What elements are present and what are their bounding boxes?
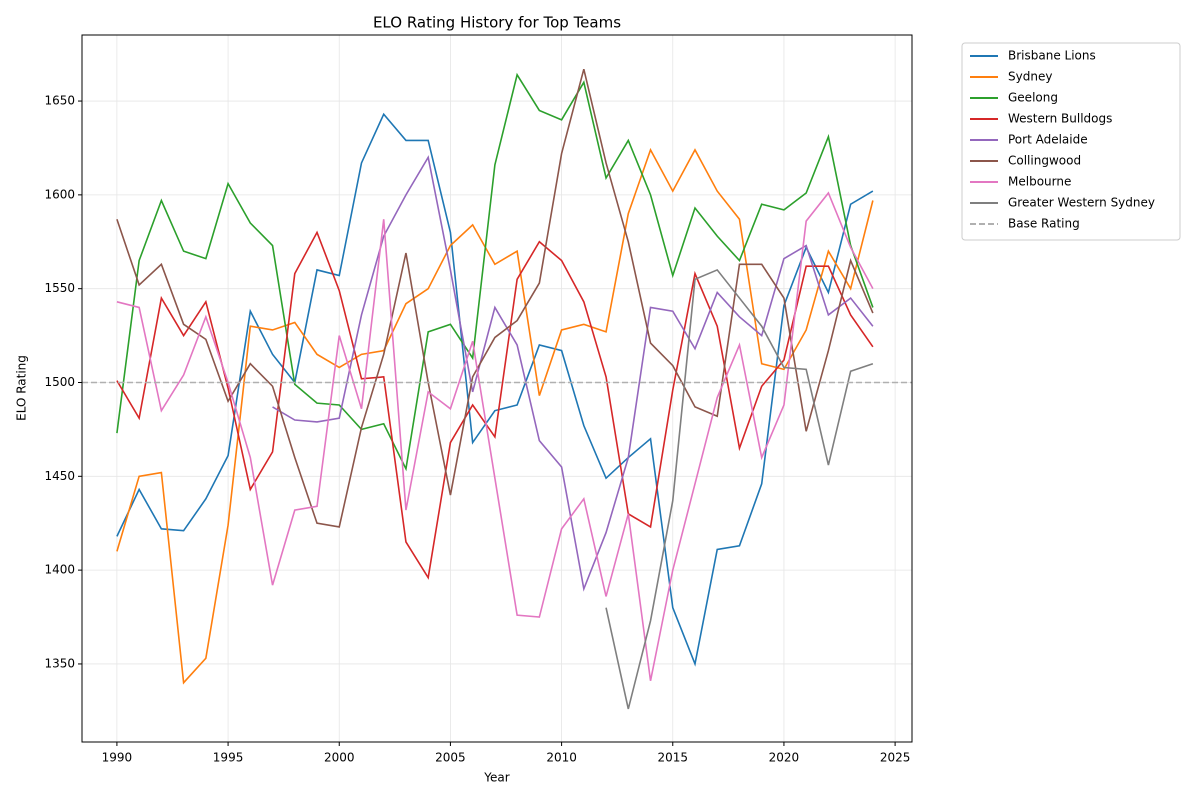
y-axis-label: ELO Rating [15, 355, 29, 421]
y-tick-label: 1450 [44, 469, 75, 483]
x-tick-label: 1990 [102, 751, 133, 765]
legend-label: Collingwood [1008, 154, 1081, 168]
series-line [116, 191, 874, 681]
y-tick-label: 1550 [44, 281, 75, 295]
x-tick-label: 2010 [546, 751, 577, 765]
legend-label: Melbourne [1008, 175, 1071, 189]
series-line [116, 72, 874, 472]
x-tick-label: 2020 [769, 751, 800, 765]
x-axis-label: Year [483, 771, 509, 785]
legend-box [961, 42, 1181, 241]
legend-label: Brisbane Lions [1008, 49, 1096, 63]
series-line [116, 147, 874, 685]
legend-label: Base Rating [1008, 217, 1080, 231]
legend-label: Western Bulldogs [1008, 112, 1112, 126]
series-line [116, 112, 874, 667]
plot-frame [81, 34, 913, 743]
series-line [116, 68, 874, 528]
series-line [272, 155, 874, 592]
y-tick-label: 1350 [44, 656, 75, 670]
y-tick-label: 1400 [44, 563, 75, 577]
legend-label: Geelong [1008, 91, 1058, 105]
y-tick-label: 1500 [44, 375, 75, 389]
y-tick-label: 1600 [44, 187, 75, 201]
y-tick-label: 1650 [44, 94, 75, 108]
series-line [116, 230, 874, 580]
series-line [605, 268, 874, 710]
chart-title: ELO Rating History for Top Teams [373, 14, 621, 32]
x-tick-label: 2000 [324, 751, 355, 765]
x-tick-label: 2005 [435, 751, 466, 765]
x-tick-label: 1995 [213, 751, 244, 765]
legend-label: Greater Western Sydney [1008, 196, 1155, 210]
x-tick-label: 2025 [880, 751, 911, 765]
x-tick-label: 2015 [657, 751, 688, 765]
legend-label: Sydney [1008, 70, 1052, 84]
legend-label: Port Adelaide [1008, 133, 1088, 147]
